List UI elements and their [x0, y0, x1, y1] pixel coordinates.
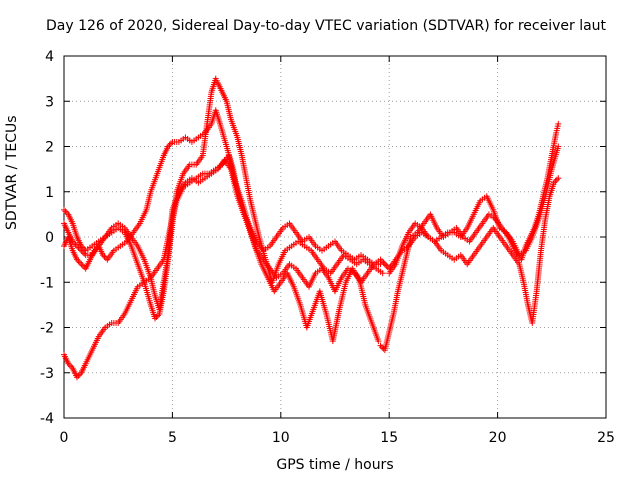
data-point: [79, 262, 86, 269]
x-tick-label: 25: [597, 430, 615, 446]
data-point: [381, 261, 388, 268]
data-point: [78, 247, 85, 254]
data-point: [555, 175, 562, 182]
y-tick-label: -2: [40, 321, 54, 337]
data-point: [380, 259, 387, 266]
data-point: [78, 261, 85, 268]
data-marks: [61, 75, 562, 381]
x-tick-label: 20: [489, 430, 507, 446]
series-trace-g: [386, 143, 562, 277]
x-tick-label: 15: [380, 430, 398, 446]
x-tick-label: 5: [168, 430, 177, 446]
data-point: [76, 259, 83, 266]
data-point: [378, 258, 385, 265]
series-trace-b: [61, 75, 386, 322]
x-axis-label: GPS time / hours: [276, 457, 394, 473]
data-point: [81, 250, 88, 257]
x-tick-label: 0: [60, 430, 69, 446]
data-point: [378, 344, 385, 351]
y-tick-label: 2: [45, 140, 54, 156]
data-point: [375, 338, 382, 345]
y-axis-label: SDTVAR / TECUs: [4, 115, 20, 230]
y-tick-label: 3: [45, 94, 54, 110]
y-tick-label: -3: [40, 366, 54, 382]
data-point: [553, 176, 560, 183]
series-trace-f: [381, 175, 562, 326]
data-point: [383, 262, 390, 269]
data-point: [76, 246, 83, 253]
axis-ticks: [63, 55, 607, 419]
x-tick-label: 10: [272, 430, 290, 446]
x-tick-labels: 0 5 10 15 20 25: [60, 430, 615, 446]
data-point: [555, 143, 562, 150]
data-point: [379, 270, 386, 277]
data-point: [555, 120, 562, 127]
data-point: [167, 140, 174, 147]
y-tick-label: 4: [45, 49, 54, 65]
y-tick-label: -1: [40, 275, 54, 291]
data-point: [62, 208, 69, 215]
y-tick-label: 0: [45, 230, 54, 246]
y-tick-label: 1: [45, 185, 54, 201]
y-tick-label: -4: [40, 411, 54, 427]
grid-lines: [64, 56, 606, 418]
data-point: [61, 206, 67, 213]
series-trace-d: [61, 157, 384, 313]
data-point: [79, 249, 86, 256]
series-trace-c: [61, 152, 382, 381]
y-tick-labels: -4 -3 -2 -1 0 1 2 3 4: [40, 49, 54, 427]
